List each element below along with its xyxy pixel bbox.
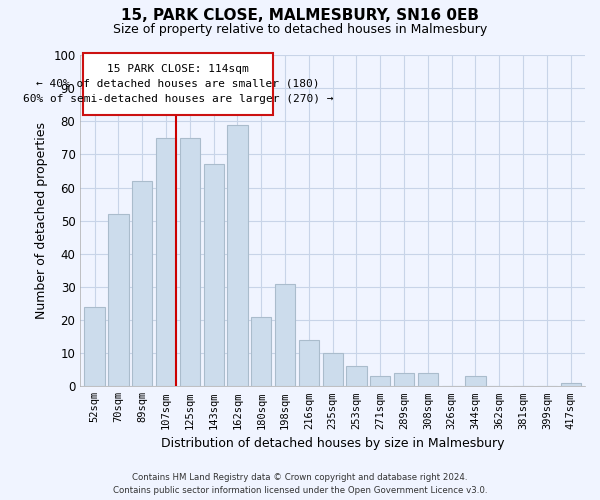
FancyBboxPatch shape (83, 54, 273, 114)
Bar (156, 138, 176, 386)
Bar (251, 316, 271, 386)
Y-axis label: Number of detached properties: Number of detached properties (35, 122, 47, 319)
Bar (560, 383, 581, 386)
Text: 15, PARK CLOSE, MALMESBURY, SN16 0EB: 15, PARK CLOSE, MALMESBURY, SN16 0EB (121, 8, 479, 22)
Bar (132, 181, 152, 386)
Bar (466, 376, 485, 386)
X-axis label: Distribution of detached houses by size in Malmesbury: Distribution of detached houses by size … (161, 437, 505, 450)
Text: Size of property relative to detached houses in Malmesbury: Size of property relative to detached ho… (113, 22, 487, 36)
Bar (346, 366, 367, 386)
Bar (203, 164, 224, 386)
Bar (370, 376, 391, 386)
Bar (394, 373, 414, 386)
Bar (275, 284, 295, 387)
Text: 15 PARK CLOSE: 114sqm
← 40% of detached houses are smaller (180)
60% of semi-det: 15 PARK CLOSE: 114sqm ← 40% of detached … (23, 64, 333, 104)
Text: Contains HM Land Registry data © Crown copyright and database right 2024.
Contai: Contains HM Land Registry data © Crown c… (113, 473, 487, 495)
Bar (180, 138, 200, 386)
Bar (108, 214, 128, 386)
Bar (85, 307, 105, 386)
Bar (418, 373, 438, 386)
Bar (227, 124, 248, 386)
Bar (299, 340, 319, 386)
Bar (323, 353, 343, 386)
